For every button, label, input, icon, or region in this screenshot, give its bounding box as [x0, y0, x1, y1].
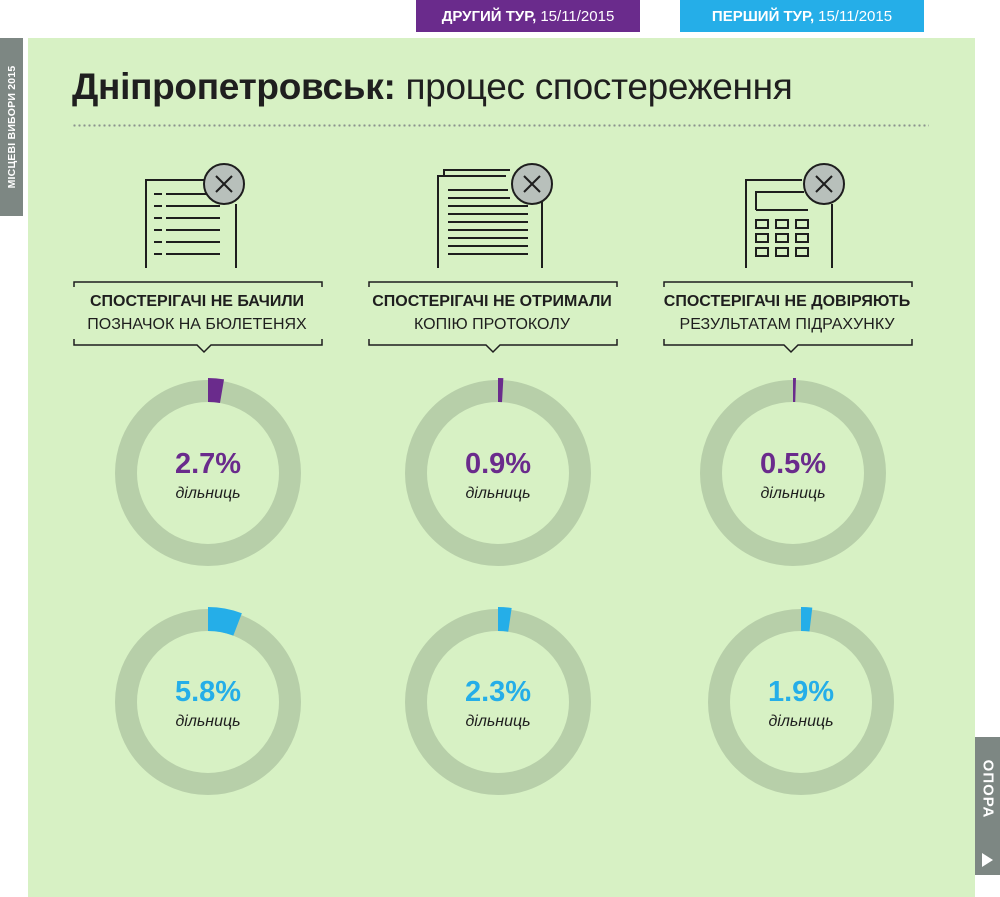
unit-label: дільниць [768, 713, 834, 730]
x-circle-icon [803, 163, 845, 205]
value-label-round2-cat1: 2.7% [174, 448, 242, 480]
donut-round2-cat2 [405, 378, 591, 566]
donut-round2-cat1 [115, 378, 301, 566]
donut-segment [801, 607, 813, 632]
brand-logo: ОПОРА [979, 759, 996, 819]
category-label-3: СПОСТЕРІГАЧІ НЕ ДОВІРЯЮТЬ РЕЗУЛЬТАТАМ ПІ… [663, 292, 911, 336]
unit-label: дільниць [760, 485, 826, 502]
category-3-line2: РЕЗУЛЬТАТАМ ПІДРАХУНКУ [679, 316, 895, 333]
label-bracket-1 [73, 281, 323, 354]
value-label-round1-cat2: 2.3% [464, 676, 532, 708]
category-2-line2: КОПІЮ ПРОТОКОЛУ [414, 316, 570, 333]
unit-label: дільниць [175, 713, 241, 730]
label-bracket-3 [663, 281, 913, 354]
category-3-line1: СПОСТЕРІГАЧІ НЕ ДОВІРЯЮТЬ [663, 293, 911, 310]
value-label-round1-cat1: 5.8% [174, 676, 242, 708]
side-tab: МІСЦЕВІ ВИБОРИ 2015 [0, 38, 23, 216]
title-subject: процес спостереження [405, 66, 793, 107]
round2-date: 15/11/2015 [540, 7, 615, 25]
calculator-icon [745, 163, 845, 268]
category-label-1: СПОСТЕРІГАЧІ НЕ БАЧИЛИ ПОЗНАЧОК НА БЮЛЕТ… [73, 292, 321, 336]
unit-label: дільниць [465, 485, 531, 502]
round1-date: 15/11/2015 [818, 7, 893, 25]
round1-legend-badge: ПЕРШИЙ ТУР, 15/11/2015 [680, 0, 924, 32]
play-arrow-icon [982, 853, 993, 867]
donut-round2-cat3 [700, 378, 886, 566]
x-circle-icon [203, 163, 245, 205]
round2-legend-badge: ДРУГИЙ ТУР, 15/11/2015 [416, 0, 640, 32]
donut-round1-cat3 [708, 607, 894, 795]
dotted-divider [72, 124, 929, 127]
donut-round1-cat2 [405, 607, 591, 795]
protocol-document-icon [437, 163, 553, 268]
category-1-line1: СПОСТЕРІГАЧІ НЕ БАЧИЛИ [89, 293, 305, 310]
donut-segment [208, 607, 242, 636]
donut-segment [498, 607, 512, 632]
donut-round1-cat1 [115, 607, 301, 795]
value-label-round2-cat2: 0.9% [464, 448, 532, 480]
donut-segment [793, 378, 796, 403]
value-label-round2-cat3: 0.5% [759, 448, 827, 480]
unit-label: дільниць [175, 485, 241, 502]
category-label-2: СПОСТЕРІГАЧІ НЕ ОТРИМАЛИ КОПІЮ ПРОТОКОЛУ [368, 292, 616, 336]
round2-label: ДРУГИЙ ТУР, [441, 7, 537, 25]
ballot-list-icon [145, 163, 245, 268]
category-2-line1: СПОСТЕРІГАЧІ НЕ ОТРИМАЛИ [372, 293, 612, 310]
page-title: Дніпропетровськ: процес спостереження [72, 66, 793, 108]
title-city: Дніпропетровськ: [72, 66, 396, 107]
donut-segment [208, 378, 225, 404]
side-tab-label: МІСЦЕВІ ВИБОРИ 2015 [5, 65, 18, 189]
round1-label: ПЕРШИЙ ТУР, [711, 7, 815, 25]
value-label-round1-cat3: 1.9% [767, 676, 835, 708]
unit-label: дільниць [465, 713, 531, 730]
label-bracket-2 [368, 281, 618, 354]
donut-segment [498, 378, 504, 403]
x-circle-icon [511, 163, 553, 205]
opora-brand-tab[interactable]: ОПОРА [975, 737, 1000, 875]
category-1-line2: ПОЗНАЧОК НА БЮЛЕТЕНЯХ [87, 316, 307, 333]
